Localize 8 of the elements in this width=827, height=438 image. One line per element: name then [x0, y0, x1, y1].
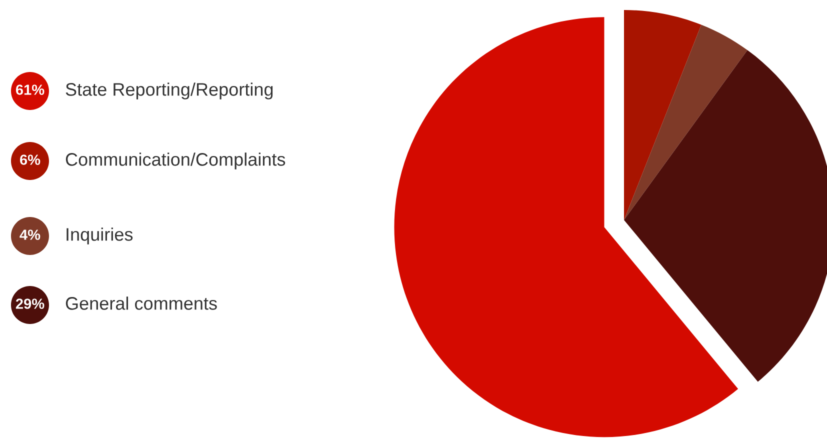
- legend-label: Communication/Complaints: [66, 152, 286, 170]
- legend-label: State Reporting/Reporting: [66, 82, 273, 100]
- legend-label: Inquiries: [66, 228, 133, 244]
- data-label: 4%: [20, 230, 40, 240]
- legend-label: General comments: [66, 296, 217, 310]
- data-label: 61%: [16, 84, 44, 95]
- data-label: 29%: [16, 298, 44, 309]
- data-label: 6%: [20, 154, 40, 165]
